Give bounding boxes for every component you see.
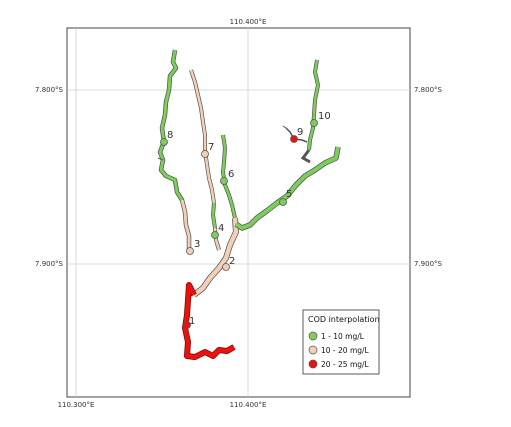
- legend: COD interpolation 1 - 10 mg/L 10 - 20 mg…: [302, 309, 380, 375]
- site-marker-6[interactable]: [220, 177, 228, 185]
- site-label-8: 8: [167, 130, 173, 141]
- river-network: [157, 49, 341, 360]
- site-marker-1[interactable]: [183, 321, 191, 329]
- site-label-10: 10: [318, 111, 331, 122]
- legend-swatch-high: [308, 359, 318, 369]
- tick-left-1: 7.900°S: [35, 260, 64, 268]
- legend-label-low: 1 - 10 mg/L: [321, 332, 365, 341]
- site-marker-5[interactable]: [279, 198, 287, 206]
- legend-swatch-mid: [308, 345, 318, 355]
- tick-left-0: 7.800°S: [35, 86, 64, 94]
- site-label-9: 9: [297, 127, 303, 138]
- tick-bottom-1: 110.400°E: [230, 401, 267, 409]
- river-branch-7: [189, 69, 216, 204]
- legend-title: COD interpolation: [308, 315, 380, 324]
- river-main-1: [182, 282, 236, 360]
- site-label-6: 6: [228, 169, 234, 180]
- river-main-2: [192, 217, 239, 298]
- river-branch-10-5: [234, 59, 341, 231]
- site-marker-8[interactable]: [160, 138, 168, 146]
- site-label-4: 4: [218, 223, 224, 234]
- river-branch-8: [157, 49, 192, 252]
- site-marker-4[interactable]: [211, 231, 219, 239]
- site-label-7: 7: [208, 142, 214, 153]
- tick-right-1: 7.900°S: [414, 260, 443, 268]
- tick-right-0: 7.800°S: [414, 86, 443, 94]
- site-marker-9[interactable]: [290, 135, 298, 143]
- site-marker-2[interactable]: [222, 263, 230, 271]
- site-label-2: 2: [229, 256, 235, 267]
- site-label-3: 3: [194, 239, 200, 250]
- sampling-sites: 1 2 3 4 5 6 7 8 9 10: [160, 111, 331, 329]
- tick-top-0: 110.400°E: [230, 18, 267, 26]
- site-label-1: 1: [189, 316, 195, 327]
- legend-swatch-low: [308, 331, 318, 341]
- tick-bottom-0: 110.300°E: [58, 401, 95, 409]
- site-marker-10[interactable]: [310, 119, 318, 127]
- legend-label-mid: 10 - 20 mg/L: [321, 346, 370, 355]
- site-marker-3[interactable]: [186, 247, 194, 255]
- legend-label-high: 20 - 25 mg/L: [321, 360, 370, 369]
- site-label-5: 5: [286, 189, 292, 200]
- site-marker-7[interactable]: [201, 150, 209, 158]
